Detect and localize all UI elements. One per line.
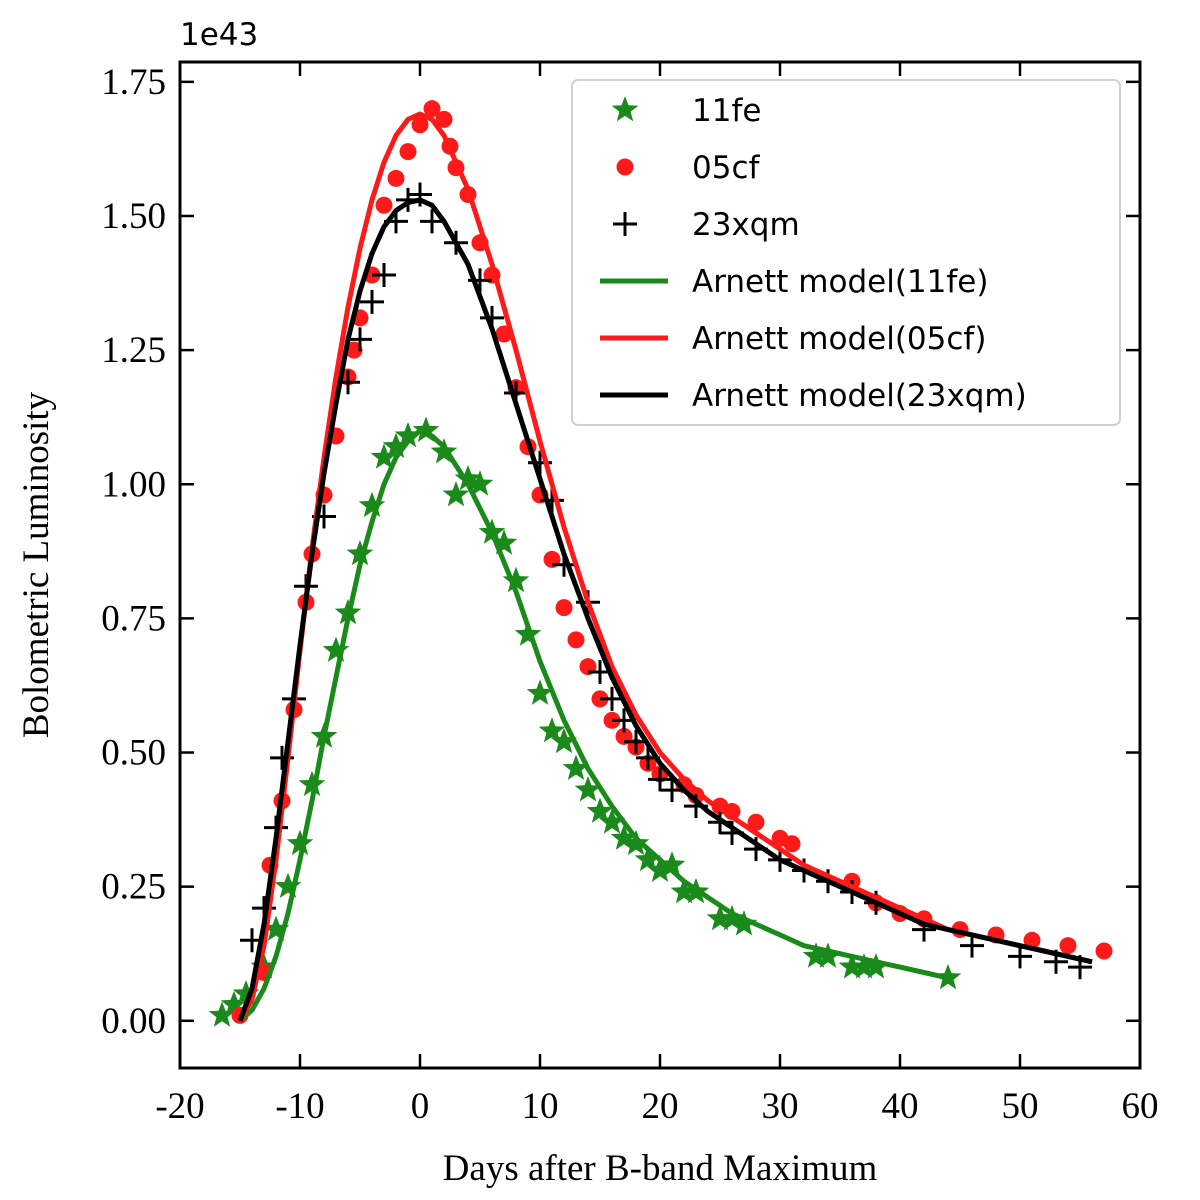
star-marker: [862, 953, 890, 979]
star-marker: [550, 727, 578, 754]
star-marker: [850, 953, 878, 979]
legend-label: 23xqm: [692, 207, 800, 243]
star-marker: [454, 464, 482, 491]
circle-marker: [1023, 931, 1041, 949]
star-marker: [322, 636, 350, 662]
star-marker: [274, 872, 302, 898]
plus-marker: [360, 289, 384, 314]
star-marker: [670, 878, 698, 904]
star-marker: [442, 481, 470, 507]
x-tick-label: 40: [882, 1086, 919, 1127]
star-marker: [370, 443, 398, 469]
star-marker: [526, 679, 554, 705]
circle-marker: [387, 169, 405, 187]
star-marker: [358, 491, 386, 517]
star-marker: [802, 942, 830, 968]
star-marker: [634, 845, 662, 872]
star-marker: [622, 829, 650, 856]
offset-label: 1e43: [180, 17, 258, 53]
star-marker: [412, 416, 440, 442]
y-tick-label: 0.00: [101, 1001, 166, 1042]
star-marker: [562, 754, 590, 780]
plus-marker: [1008, 944, 1032, 969]
star-marker: [586, 797, 614, 823]
plus-marker: [960, 933, 984, 958]
y-tick-label: 1.75: [101, 62, 166, 103]
star-marker: [730, 910, 758, 936]
plus-marker: [613, 212, 637, 236]
x-tick-label: 50: [1002, 1086, 1039, 1127]
circle-marker: [616, 158, 634, 176]
circle-marker: [345, 341, 363, 359]
star-marker: [814, 942, 842, 968]
x-tick-label: 0: [411, 1086, 430, 1127]
legend-label: 11fe: [692, 93, 761, 129]
y-axis-label: Bolometric Luminosity: [16, 391, 57, 738]
star-marker: [466, 470, 494, 496]
plot-frame: [178, 60, 1142, 1070]
y-tick-label: 0.75: [101, 598, 166, 639]
plus-marker: [372, 263, 396, 288]
star-marker: [394, 422, 422, 448]
circle-marker: [555, 599, 573, 617]
circle-marker: [435, 110, 453, 128]
plus-marker: [648, 767, 672, 792]
x-tick-label: 30: [762, 1086, 799, 1127]
x-tick-label: 20: [642, 1086, 679, 1127]
y-tick-label: 1.25: [101, 330, 166, 371]
model-line: [237, 111, 1093, 1023]
x-axis-label: Days after B-band Maximum: [443, 1148, 878, 1189]
y-tick-label: 1.50: [101, 196, 166, 237]
circle-marker: [399, 143, 417, 161]
y-tick-label: 0.25: [101, 867, 166, 908]
star-marker: [706, 904, 734, 931]
circle-marker: [411, 116, 429, 134]
plus-marker: [420, 209, 444, 234]
plus-marker: [348, 327, 372, 352]
model-line: [238, 428, 949, 1023]
star-marker: [611, 96, 639, 122]
circle-marker: [1059, 937, 1077, 955]
x-tick-label: 10: [522, 1086, 559, 1127]
model-line: [237, 197, 1093, 1022]
star-marker: [232, 980, 260, 1006]
x-tick-label: -10: [275, 1086, 324, 1127]
circle-marker: [375, 196, 393, 214]
star-marker: [298, 770, 326, 796]
star-marker: [490, 529, 518, 555]
star-marker: [346, 540, 374, 566]
star-marker: [286, 829, 314, 856]
circle-marker: [423, 100, 441, 118]
star-marker: [574, 776, 602, 802]
legend-label: 05cf: [692, 150, 760, 186]
legend-box: [571, 79, 1121, 426]
star-marker: [646, 856, 674, 882]
y-tick-label: 1.00: [101, 464, 166, 505]
star-marker: [220, 990, 248, 1016]
star-marker: [598, 808, 626, 834]
y-tick-label: 0.50: [101, 733, 166, 774]
x-tick-label: -20: [155, 1086, 204, 1127]
circle-marker: [1095, 942, 1113, 960]
star-marker: [208, 1001, 236, 1027]
circle-marker: [747, 813, 765, 831]
star-marker: [718, 904, 746, 931]
plus-marker: [660, 778, 684, 803]
star-marker: [658, 851, 686, 877]
star-marker: [838, 953, 866, 979]
legend-label: Arnett model(11fe): [692, 264, 988, 300]
circle-marker: [783, 835, 801, 853]
star-marker: [262, 915, 290, 941]
x-tick-label: 60: [1122, 1086, 1159, 1127]
star-marker: [610, 824, 638, 850]
circle-marker: [567, 631, 585, 649]
star-marker: [382, 432, 410, 458]
legend-label: Arnett model(23xqm): [692, 378, 1027, 414]
legend-label: Arnett model(05cf): [692, 321, 986, 357]
star-marker: [502, 566, 530, 593]
star-marker: [538, 717, 566, 743]
